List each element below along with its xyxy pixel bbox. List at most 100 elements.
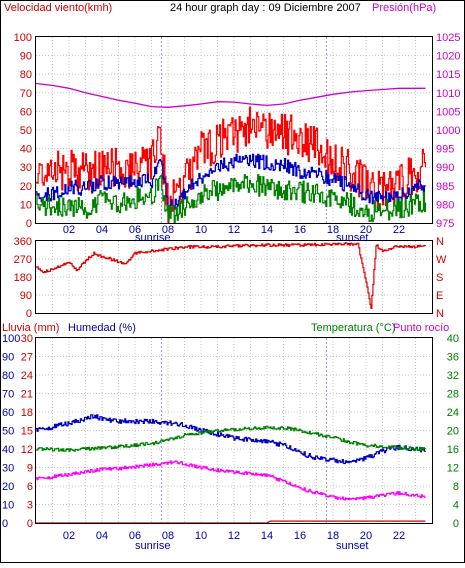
pressure-tick: 1000 bbox=[436, 125, 460, 137]
pressure-tick: 980 bbox=[436, 199, 454, 211]
rain-tick: 12 bbox=[21, 444, 33, 456]
hour-tick-top: 14 bbox=[261, 224, 273, 236]
top-panel-frame bbox=[35, 36, 433, 224]
wind-tick: 40 bbox=[20, 144, 32, 156]
hour-tick-bottom: 16 bbox=[294, 530, 306, 542]
series-gust bbox=[36, 106, 426, 224]
rain-tick: 24 bbox=[21, 370, 33, 382]
wind-tick: 30 bbox=[20, 162, 32, 174]
temperature-tick: 24 bbox=[447, 407, 459, 419]
direction-tick: 180 bbox=[14, 272, 32, 284]
sunset-label-top: sunset bbox=[336, 232, 368, 244]
temperature-label: Temperatura (°C) bbox=[311, 322, 395, 334]
graph-title: 24 hour graph day : 09 Diciembre 2007 bbox=[170, 2, 361, 14]
wind-tick: 0 bbox=[26, 218, 32, 230]
wind-tick: 60 bbox=[20, 106, 32, 118]
series-dewpoint bbox=[36, 460, 426, 501]
direction-tick: 360 bbox=[14, 236, 32, 248]
wind-tick: 20 bbox=[20, 181, 32, 193]
hour-tick-top: 04 bbox=[96, 224, 108, 236]
direction-tick: 0 bbox=[26, 308, 32, 320]
hour-tick-bottom: 22 bbox=[393, 530, 405, 542]
rain-tick: 27 bbox=[21, 352, 33, 364]
pressure-tick: 975 bbox=[436, 218, 454, 230]
compass-tick: E bbox=[436, 290, 443, 302]
rain-tick: 0 bbox=[27, 518, 33, 530]
temperature-tick: 16 bbox=[447, 444, 459, 456]
hour-tick-top: 16 bbox=[294, 224, 306, 236]
series-lines bbox=[35, 37, 426, 524]
direction-tick: 270 bbox=[14, 254, 32, 266]
pressure-tick: 985 bbox=[436, 181, 454, 193]
rain-tick: 21 bbox=[21, 389, 33, 401]
rain-tick: 18 bbox=[21, 407, 33, 419]
wind-tick: 80 bbox=[20, 69, 32, 81]
temperature-tick: 8 bbox=[453, 481, 459, 493]
series-temperature bbox=[36, 425, 426, 452]
pressure-tick: 1020 bbox=[436, 51, 460, 63]
compass-tick: N bbox=[436, 236, 444, 248]
rain-tick: 6 bbox=[27, 481, 33, 493]
series-speed bbox=[36, 153, 426, 214]
humidity-tick: 20 bbox=[2, 481, 14, 493]
hour-tick-bottom: 18 bbox=[327, 530, 339, 542]
hour-tick-bottom: 10 bbox=[195, 530, 207, 542]
compass-tick: N bbox=[436, 308, 444, 320]
hour-tick-top: 12 bbox=[228, 224, 240, 236]
humidity-tick: 50 bbox=[2, 426, 14, 438]
pressure-tick: 1010 bbox=[436, 88, 460, 100]
wind-label: Velocidad viento(kmh) bbox=[4, 2, 112, 14]
pressure-tick: 990 bbox=[436, 162, 454, 174]
humidity-label: Humedad (%) bbox=[68, 322, 136, 334]
pressure-tick: 1005 bbox=[436, 106, 460, 118]
compass-tick: S bbox=[436, 272, 443, 284]
temperature-tick: 0 bbox=[453, 518, 459, 530]
series-humidity bbox=[36, 414, 426, 465]
humidity-tick: 80 bbox=[2, 370, 14, 382]
temperature-tick: 4 bbox=[453, 500, 459, 512]
rain-tick: 9 bbox=[27, 463, 33, 475]
sunrise-label-top: sunrise bbox=[135, 232, 170, 244]
rain-tick: 3 bbox=[27, 500, 33, 512]
hour-tick-bottom: 12 bbox=[228, 530, 240, 542]
pressure-label: Presión(hPa) bbox=[372, 2, 436, 14]
hour-tick-bottom: 08 bbox=[162, 530, 174, 542]
dewpoint-label: Punto rocío bbox=[393, 322, 449, 334]
sunrise-label-bottom: sunrise bbox=[135, 540, 170, 552]
humidity-tick: 30 bbox=[2, 463, 14, 475]
humidity-tick: 100 bbox=[2, 333, 20, 345]
temperature-tick: 28 bbox=[447, 389, 459, 401]
humidity-tick: 90 bbox=[2, 352, 14, 364]
hour-tick-top: 10 bbox=[195, 224, 207, 236]
pressure-tick: 995 bbox=[436, 144, 454, 156]
hour-tick-bottom: 14 bbox=[261, 530, 273, 542]
humidity-tick: 60 bbox=[2, 407, 14, 419]
hour-tick-top: 06 bbox=[129, 224, 141, 236]
tick-labels: 0102030405060708090100975980985990995100… bbox=[2, 32, 460, 542]
hour-tick-top: 02 bbox=[63, 224, 75, 236]
wind-tick: 100 bbox=[14, 32, 32, 44]
pressure-tick: 1015 bbox=[436, 69, 460, 81]
hour-tick-top: 08 bbox=[162, 224, 174, 236]
series-direction bbox=[36, 242, 426, 309]
hour-tick-top: 22 bbox=[393, 224, 405, 236]
rain-tick: 30 bbox=[21, 333, 33, 345]
bottom-panel-frame bbox=[35, 337, 433, 524]
temperature-tick: 12 bbox=[447, 463, 459, 475]
hour-tick-bottom: 06 bbox=[129, 530, 141, 542]
direction-panel-frame bbox=[35, 240, 433, 314]
hour-tick-bottom: 20 bbox=[360, 530, 372, 542]
wind-tick: 70 bbox=[20, 88, 32, 100]
wind-tick: 10 bbox=[20, 199, 32, 211]
humidity-tick: 0 bbox=[2, 518, 8, 530]
wind-tick: 90 bbox=[20, 51, 32, 63]
humidity-tick: 70 bbox=[2, 389, 14, 401]
humidity-tick: 40 bbox=[2, 444, 14, 456]
temperature-tick: 32 bbox=[447, 370, 459, 382]
hour-tick-bottom: 02 bbox=[63, 530, 75, 542]
sunset-label-bottom: sunset bbox=[336, 540, 368, 552]
direction-panel-grid bbox=[36, 241, 432, 313]
pressure-tick: 1025 bbox=[436, 32, 460, 44]
